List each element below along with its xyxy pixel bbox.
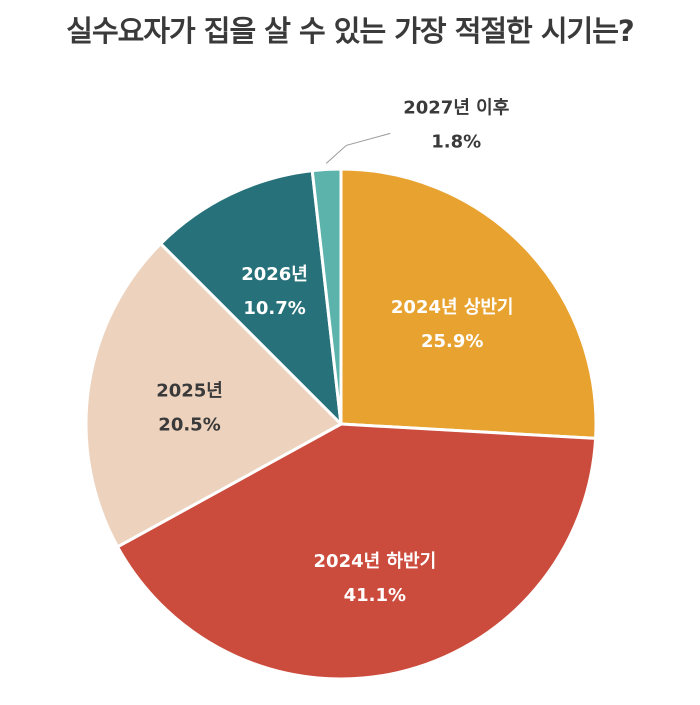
slice-value-label: 25.9% <box>421 331 483 352</box>
slice-label: 2025년 <box>156 380 223 401</box>
slice-value-label: 20.5% <box>158 414 220 435</box>
pie-labels: 2024년 상반기 25.9% 2024년 하반기 41.1% 2025년 20.5% 20… <box>156 97 513 606</box>
slice-value-label: 10.7% <box>243 298 305 319</box>
slice-value-label: 41.1% <box>344 585 406 606</box>
slice-1 <box>339 167 598 440</box>
slice-label: 2027년 이후 <box>403 97 509 118</box>
leader-line <box>325 132 391 164</box>
slice-3 <box>84 242 343 549</box>
slice-5 <box>310 167 343 426</box>
chart-title: 실수요자가 집을 살 수 있는 가장 적절한 시기는? <box>66 14 634 48</box>
slice-label: 2024년 상반기 <box>391 297 514 318</box>
pie-slices <box>84 167 598 681</box>
slice-label: 2026년 <box>241 264 308 285</box>
slice-2 <box>116 422 598 681</box>
slice-value-label: 1.8% <box>431 131 481 152</box>
slice-4 <box>159 169 343 426</box>
slice-label: 2024년 하반기 <box>314 551 437 572</box>
